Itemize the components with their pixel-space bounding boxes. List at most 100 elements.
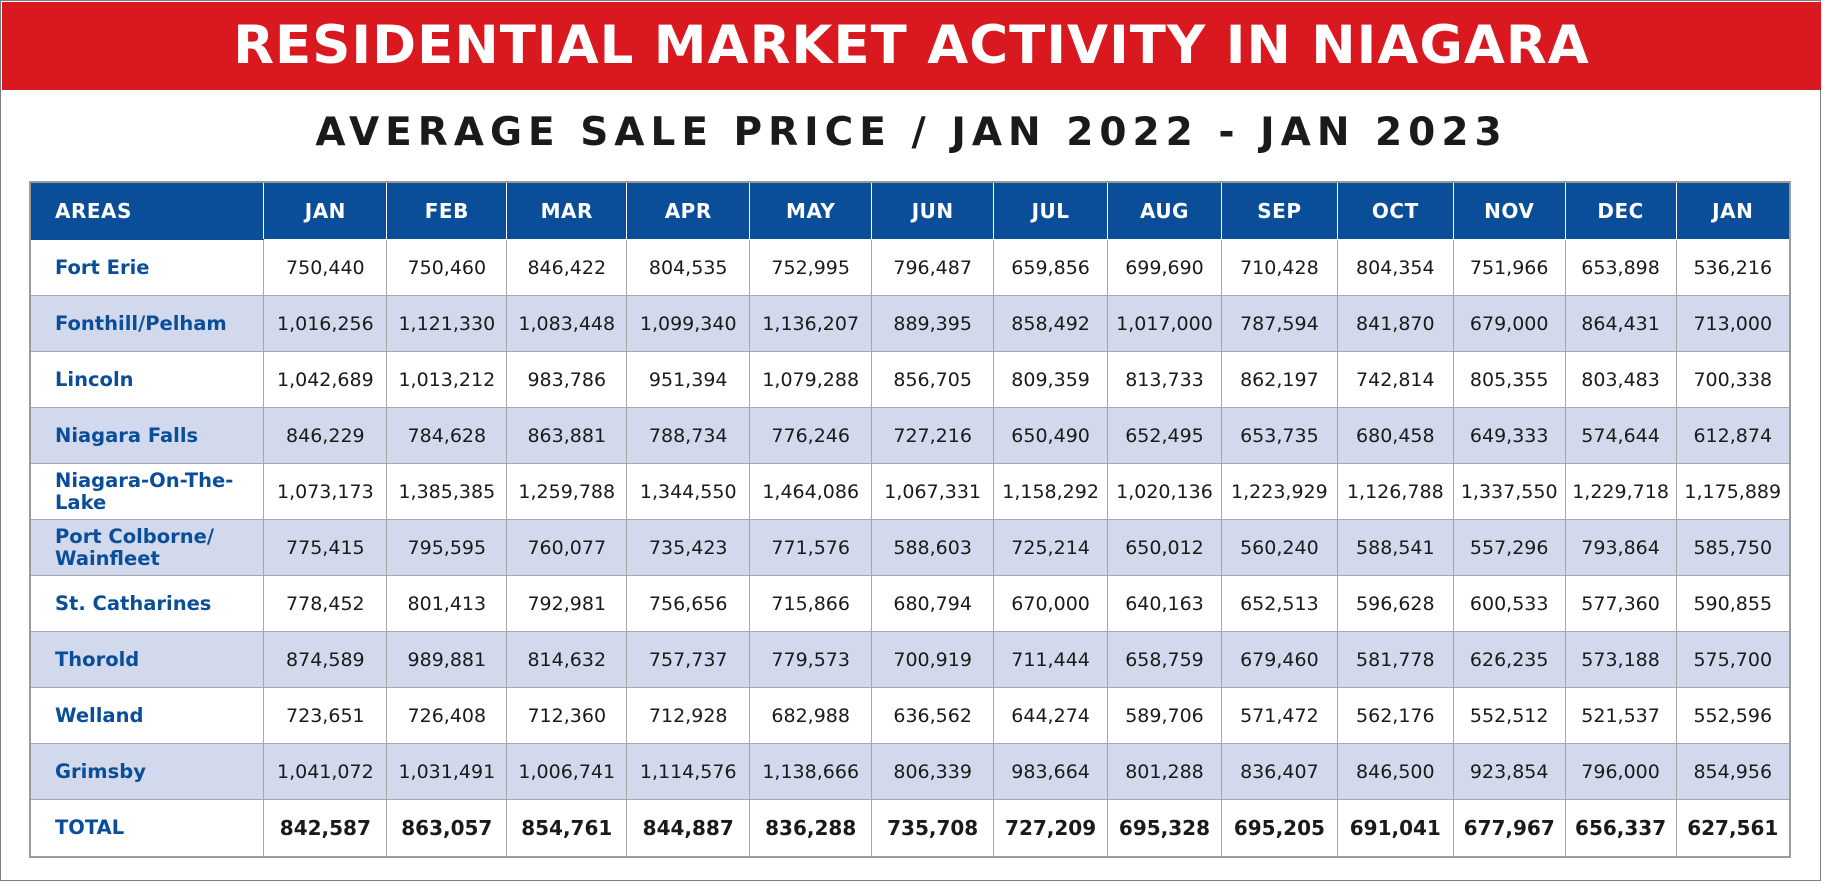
price-cell: 575,700 [1675, 631, 1791, 688]
price-cell: 784,628 [386, 407, 508, 464]
price-cell: 712,360 [506, 687, 628, 744]
table-row: Lincoln 1,042,689 1,013,212 983,786 951,394 1… [29, 351, 1791, 408]
price-cell: 670,000 [993, 575, 1109, 632]
total-price-cell: 863,057 [386, 799, 508, 858]
price-cell: 679,460 [1220, 631, 1338, 688]
price-cell: 796,487 [871, 239, 995, 296]
price-cell: 757,737 [626, 631, 751, 688]
price-cell: 795,595 [386, 519, 508, 576]
column-header-month: JAN [263, 181, 388, 240]
price-cell: 1,020,136 [1107, 463, 1222, 520]
column-header-month: DEC [1564, 181, 1677, 240]
price-cell: 805,355 [1452, 351, 1566, 408]
price-cell: 793,864 [1564, 519, 1677, 576]
column-header-month: NOV [1452, 181, 1566, 240]
total-price-cell: 695,205 [1220, 799, 1338, 858]
area-name: Port Colborne/ Wainfleet [29, 519, 265, 576]
price-cell: 858,492 [993, 295, 1109, 352]
column-header-month: AUG [1107, 181, 1222, 240]
price-cell: 612,874 [1675, 407, 1791, 464]
price-cell: 1,042,689 [263, 351, 388, 408]
price-cell: 864,431 [1564, 295, 1677, 352]
price-cell: 1,041,072 [263, 743, 388, 800]
price-cell: 796,000 [1564, 743, 1677, 800]
price-cell: 752,995 [749, 239, 873, 296]
price-cell: 989,881 [386, 631, 508, 688]
total-label: TOTAL [29, 799, 265, 858]
price-cell: 1,175,889 [1675, 463, 1791, 520]
price-cell: 562,176 [1336, 687, 1454, 744]
price-cell: 680,794 [871, 575, 995, 632]
price-cell: 750,460 [386, 239, 508, 296]
price-cell: 863,881 [506, 407, 628, 464]
price-cell: 983,664 [993, 743, 1109, 800]
price-cell: 727,216 [871, 407, 995, 464]
price-cell: 726,408 [386, 687, 508, 744]
price-cell: 636,562 [871, 687, 995, 744]
total-price-cell: 844,887 [626, 799, 751, 858]
price-cell: 846,229 [263, 407, 388, 464]
table-row: Welland 723,651 726,408 712,360 712,928 682,9… [29, 687, 1791, 744]
price-cell: 588,603 [871, 519, 995, 576]
area-name: St. Catharines [29, 575, 265, 632]
price-cell: 1,337,550 [1452, 463, 1566, 520]
price-cell: 814,632 [506, 631, 628, 688]
price-cell: 1,017,000 [1107, 295, 1222, 352]
total-price-cell: 727,209 [993, 799, 1109, 858]
price-cell: 557,296 [1452, 519, 1566, 576]
table-row: Grimsby 1,041,072 1,031,491 1,006,741 1,114,… [29, 743, 1791, 800]
price-cell: 658,759 [1107, 631, 1222, 688]
price-cell: 1,121,330 [386, 295, 508, 352]
price-cell: 699,690 [1107, 239, 1222, 296]
price-cell: 589,706 [1107, 687, 1222, 744]
price-cell: 712,928 [626, 687, 751, 744]
price-cell: 652,495 [1107, 407, 1222, 464]
column-header-month: JUN [871, 181, 995, 240]
price-cell: 649,333 [1452, 407, 1566, 464]
column-header-areas: AREAS [29, 181, 265, 240]
price-cell: 792,981 [506, 575, 628, 632]
price-cell: 1,079,288 [749, 351, 873, 408]
column-header-month: JAN [1675, 181, 1791, 240]
price-cell: 590,855 [1675, 575, 1791, 632]
price-cell: 806,339 [871, 743, 995, 800]
price-cell: 804,535 [626, 239, 751, 296]
price-cell: 640,163 [1107, 575, 1222, 632]
total-price-cell: 627,561 [1675, 799, 1791, 858]
price-cell: 650,012 [1107, 519, 1222, 576]
price-cell: 560,240 [1220, 519, 1338, 576]
page-subtitle: AVERAGE SALE PRICE / JAN 2022 - JAN 2023 [315, 110, 1508, 155]
price-cell: 1,344,550 [626, 463, 751, 520]
price-cell: 588,541 [1336, 519, 1454, 576]
area-name: Fort Erie [29, 239, 265, 296]
area-name: Grimsby [29, 743, 265, 800]
price-cell: 574,644 [1564, 407, 1677, 464]
area-name: Fonthill/Pelham [29, 295, 265, 352]
price-cell: 1,138,666 [749, 743, 873, 800]
price-cell: 680,458 [1336, 407, 1454, 464]
price-cell: 1,136,207 [749, 295, 873, 352]
price-cell: 521,537 [1564, 687, 1677, 744]
column-header-month: APR [626, 181, 751, 240]
price-cell: 846,422 [506, 239, 628, 296]
price-cell: 801,413 [386, 575, 508, 632]
price-cell: 710,428 [1220, 239, 1338, 296]
price-cell: 1,073,173 [263, 463, 388, 520]
table-row: Fort Erie 750,440 750,460 846,422 804,535 752… [29, 239, 1791, 296]
price-cell: 659,856 [993, 239, 1109, 296]
price-cell: 951,394 [626, 351, 751, 408]
column-header-month: MAR [506, 181, 628, 240]
table-row: Niagara Falls 846,229 784,628 863,881 788,73… [29, 407, 1791, 464]
price-cell: 650,490 [993, 407, 1109, 464]
total-price-cell: 842,587 [263, 799, 388, 858]
price-cell: 776,246 [749, 407, 873, 464]
price-cell: 923,854 [1452, 743, 1566, 800]
price-cell: 653,735 [1220, 407, 1338, 464]
price-cell: 713,000 [1675, 295, 1791, 352]
price-cell: 682,988 [749, 687, 873, 744]
price-cell: 1,006,741 [506, 743, 628, 800]
price-cell: 536,216 [1675, 239, 1791, 296]
table-row: St. Catharines 778,452 801,413 792,981 756,6… [29, 575, 1791, 632]
price-cell: 841,870 [1336, 295, 1454, 352]
